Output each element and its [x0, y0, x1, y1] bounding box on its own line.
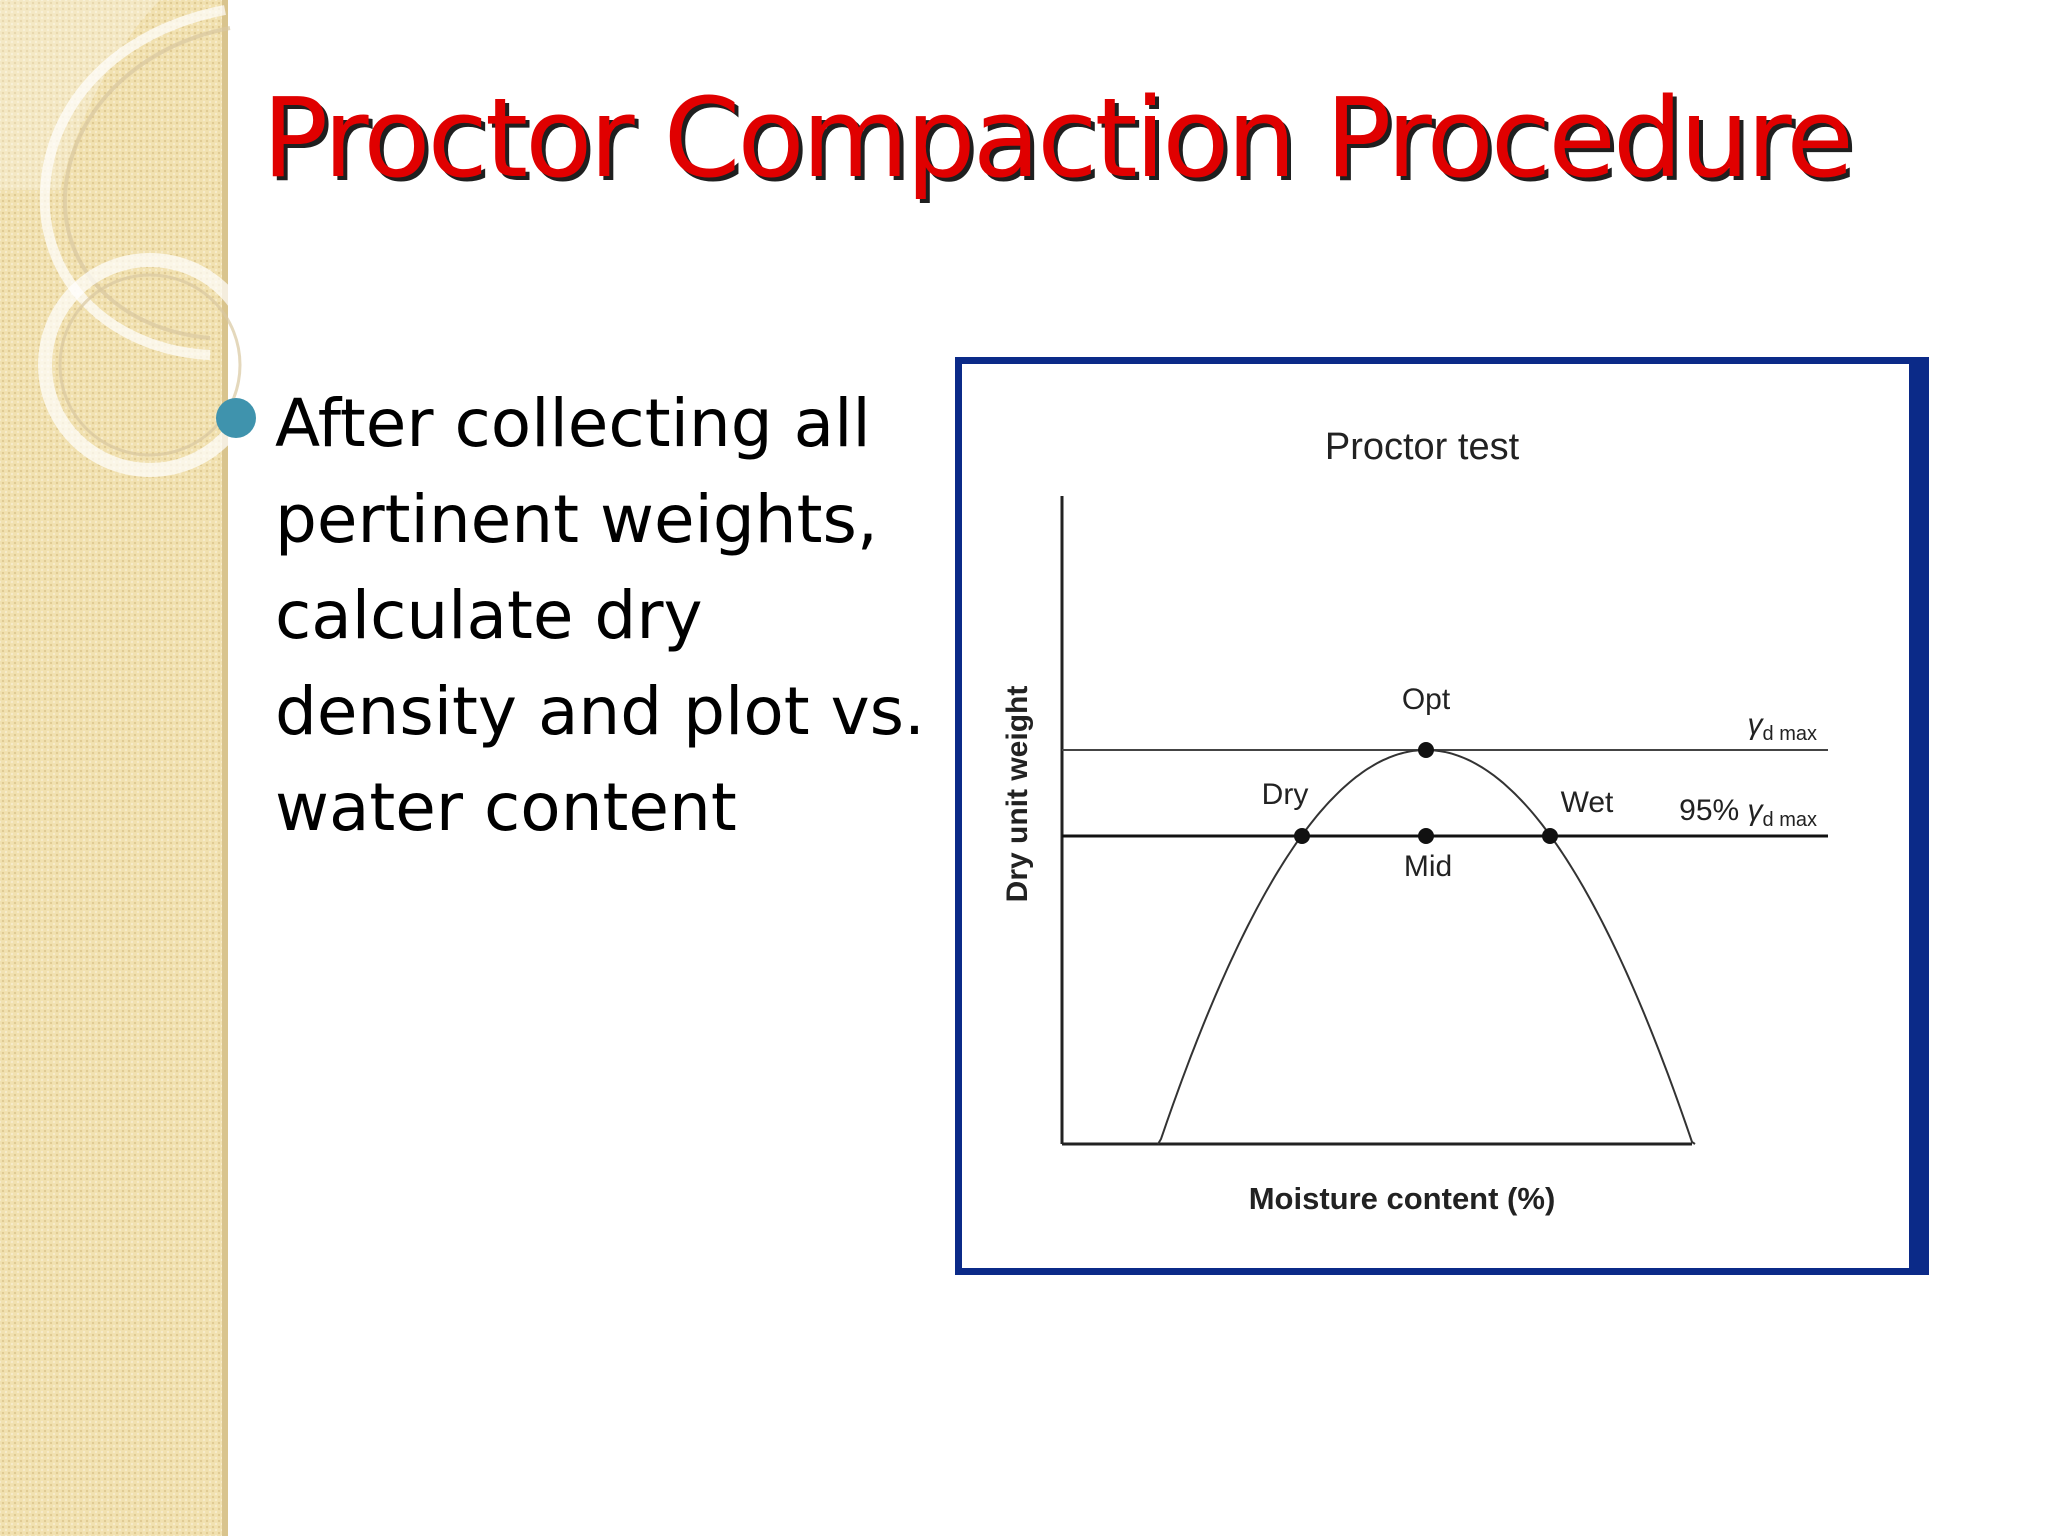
compaction-curve — [1157, 749, 1696, 1145]
x-axis-label: Moisture content (%) — [1249, 1181, 1556, 1216]
ref-label-0: γd max — [1748, 708, 1817, 745]
chart-title: Proctor test — [1325, 426, 1520, 468]
point-label-dry: Dry — [1262, 778, 1309, 811]
decorative-sidebar — [0, 0, 226, 1536]
sidebar-edge — [222, 0, 228, 1536]
proctor-chart: Proctor test Moisture content (%) Dry unit… — [1001, 426, 1828, 1216]
point-label-mid: Mid — [1404, 850, 1452, 883]
bullet-text: After collecting all pertinent weights, … — [275, 385, 926, 846]
point-mid — [1418, 828, 1434, 844]
point-label-opt: Opt — [1402, 683, 1451, 716]
point-opt — [1418, 742, 1434, 758]
point-label-wet: Wet — [1561, 786, 1614, 819]
y-axis-label: Dry unit weight — [1001, 686, 1034, 903]
ref-label-1: 95% γd max — [1679, 794, 1817, 831]
decorative-swirls — [0, 0, 262, 477]
proctor-figure: Proctor test Moisture content (%) Dry unit… — [955, 357, 1929, 1275]
bullet-dot — [216, 398, 256, 438]
point-wet — [1542, 828, 1558, 844]
slide-title: Proctor Compaction Procedure — [262, 74, 1854, 202]
point-dry — [1294, 828, 1310, 844]
